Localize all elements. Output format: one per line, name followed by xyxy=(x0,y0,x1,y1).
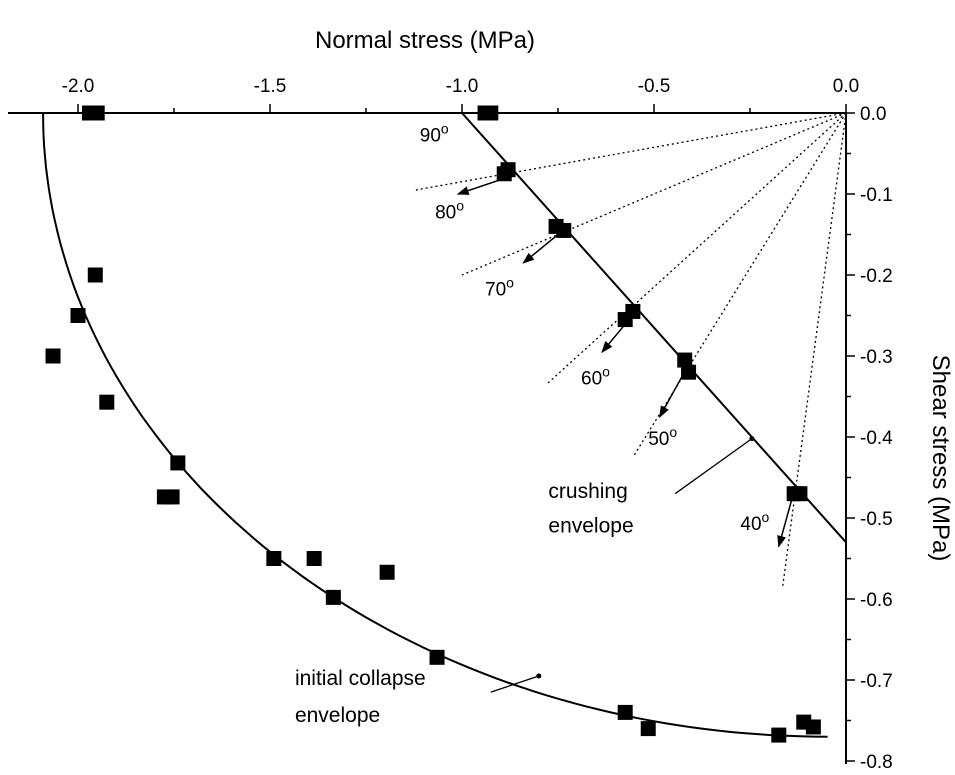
y-tick-label: -0.3 xyxy=(860,347,893,368)
data-point xyxy=(500,162,516,178)
data-point xyxy=(170,455,186,471)
loading-direction-arrow xyxy=(456,177,507,195)
loading-path-line xyxy=(632,112,847,458)
annotation-label: envelope xyxy=(295,704,380,727)
angle-label: 40o xyxy=(740,509,769,535)
loading-direction-arrow xyxy=(659,367,688,419)
x-tick-label: -1.5 xyxy=(254,76,287,97)
x-tick-label: -2.0 xyxy=(62,76,95,97)
annotation-label: crushing xyxy=(548,480,627,503)
data-point xyxy=(483,105,499,121)
annotation-leader-line xyxy=(490,675,540,693)
data-point xyxy=(87,267,103,283)
loading-direction-arrow xyxy=(601,319,630,354)
data-point xyxy=(164,489,180,505)
data-point xyxy=(306,551,322,566)
data-point xyxy=(805,719,821,735)
data-point xyxy=(771,727,787,743)
y-tick-label: -0.4 xyxy=(860,428,893,449)
data-point xyxy=(792,486,808,502)
data-point xyxy=(640,721,656,737)
data-point xyxy=(677,352,693,368)
data-point xyxy=(625,303,641,319)
y-tick-label: 0.0 xyxy=(860,104,886,125)
y-tick-label: -0.1 xyxy=(860,185,893,206)
x-tick-label: -1.0 xyxy=(446,76,479,97)
y-tick-label: -0.2 xyxy=(860,266,893,287)
data-point xyxy=(266,551,282,566)
annotation-label: envelope xyxy=(548,515,633,538)
annotation-leader-dot xyxy=(749,436,755,442)
data-point xyxy=(45,348,61,364)
loading-direction-arrow xyxy=(522,233,559,264)
data-point xyxy=(429,649,445,665)
y-axis-title: Shear stress (MPa) xyxy=(927,355,954,562)
annotation-leader-line xyxy=(674,438,753,495)
annotation-label: initial collapse xyxy=(295,667,426,690)
loading-path-line xyxy=(415,112,847,191)
data-point xyxy=(99,394,115,410)
loading-path-line xyxy=(461,112,847,276)
loading-path-line xyxy=(781,112,847,587)
loading-direction-arrow xyxy=(777,497,793,548)
y-tick-label: -0.6 xyxy=(860,590,893,611)
x-tick-label: -0.5 xyxy=(638,76,671,97)
x-axis-title: Normal stress (MPa) xyxy=(315,27,535,54)
angle-label: 90o xyxy=(420,120,449,146)
data-point xyxy=(379,564,395,580)
data-point xyxy=(681,364,697,380)
angle-label: 80o xyxy=(435,197,464,223)
annotation-leader-dot xyxy=(536,673,542,679)
angle-label: 70o xyxy=(485,274,514,300)
loading-path-line xyxy=(546,112,847,385)
x-tick-label: 0.0 xyxy=(833,76,859,97)
angle-label: 50o xyxy=(648,424,677,450)
data-point xyxy=(325,589,341,605)
data-point xyxy=(617,704,633,720)
angle-label: 60o xyxy=(581,363,610,389)
crushing-envelope-line xyxy=(461,112,847,543)
data-point xyxy=(70,308,86,323)
y-tick-label: -0.7 xyxy=(860,671,893,692)
plot-area: -2.0 -1.5 -1.0 -0.5 0.00.0 -0.1 -0.2 -0.3 -0.4 -0… xyxy=(8,76,893,773)
y-tick-label: -0.5 xyxy=(860,509,893,530)
data-point xyxy=(556,222,572,238)
y-tick-label: -0.8 xyxy=(860,752,893,773)
data-point xyxy=(89,105,105,121)
